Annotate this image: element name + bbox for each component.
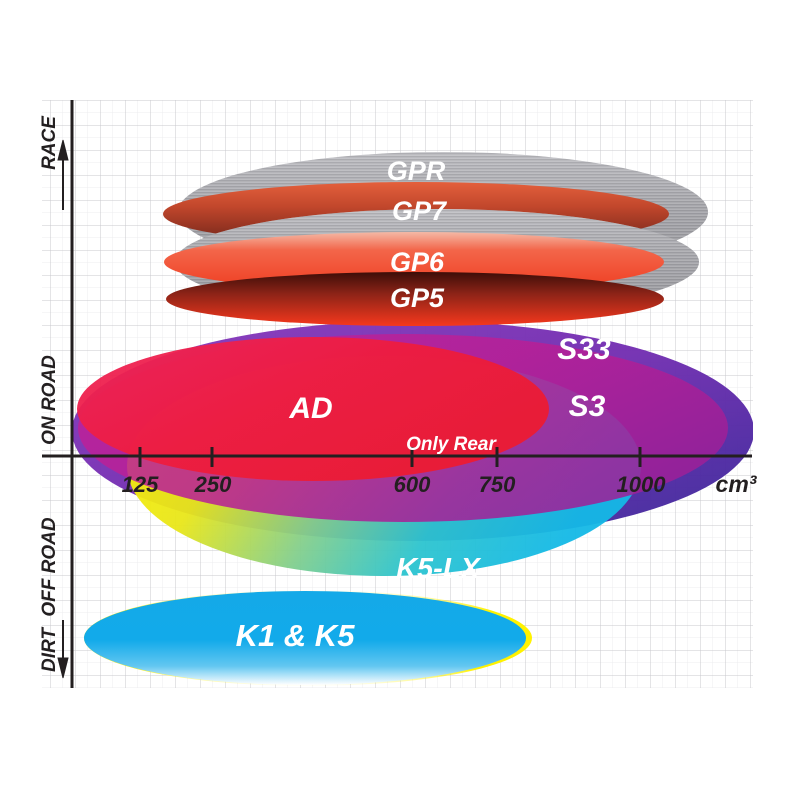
zone-arrows <box>57 139 69 679</box>
series-ad <box>77 337 549 481</box>
series-labels: GPR GP7 GP6 GP5 S33 S3 AD Only Rear K5-L… <box>236 156 611 653</box>
label-s3: S3 <box>569 390 606 423</box>
label-gp7: GP7 <box>392 196 448 226</box>
x-axis-ticks <box>138 447 642 467</box>
series-gp5 <box>166 272 664 326</box>
y-axis-zone-labels: RACE ON ROAD OFF ROAD DIRT <box>39 115 60 672</box>
label-only-rear: Only Rear <box>406 434 497 455</box>
axes <box>42 100 752 688</box>
zone-label-dirt: DIRT <box>39 627 60 672</box>
series-k1-k5 <box>84 590 532 686</box>
label-gp6: GP6 <box>390 247 445 277</box>
x-axis-tick-labels: 125 250 600 750 1000 <box>122 472 667 497</box>
label-ad: AD <box>288 392 332 425</box>
zone-label-off-road: OFF ROAD <box>39 517 60 616</box>
x-axis-unit-label: cm³ <box>716 471 758 497</box>
x-tick-750: 750 <box>479 472 516 497</box>
x-tick-600: 600 <box>394 472 431 497</box>
label-gpr: GPR <box>387 156 446 186</box>
x-tick-250: 250 <box>194 472 232 497</box>
label-k1-k5: K1 & K5 <box>236 618 356 653</box>
label-k5lx: K5-LX <box>396 553 481 585</box>
label-s33: S33 <box>557 333 611 366</box>
x-tick-125: 125 <box>122 472 159 497</box>
zone-label-on-road: ON ROAD <box>39 355 60 445</box>
label-gp5: GP5 <box>390 283 445 313</box>
x-tick-1000: 1000 <box>617 472 667 497</box>
zone-label-race: RACE <box>39 115 60 170</box>
